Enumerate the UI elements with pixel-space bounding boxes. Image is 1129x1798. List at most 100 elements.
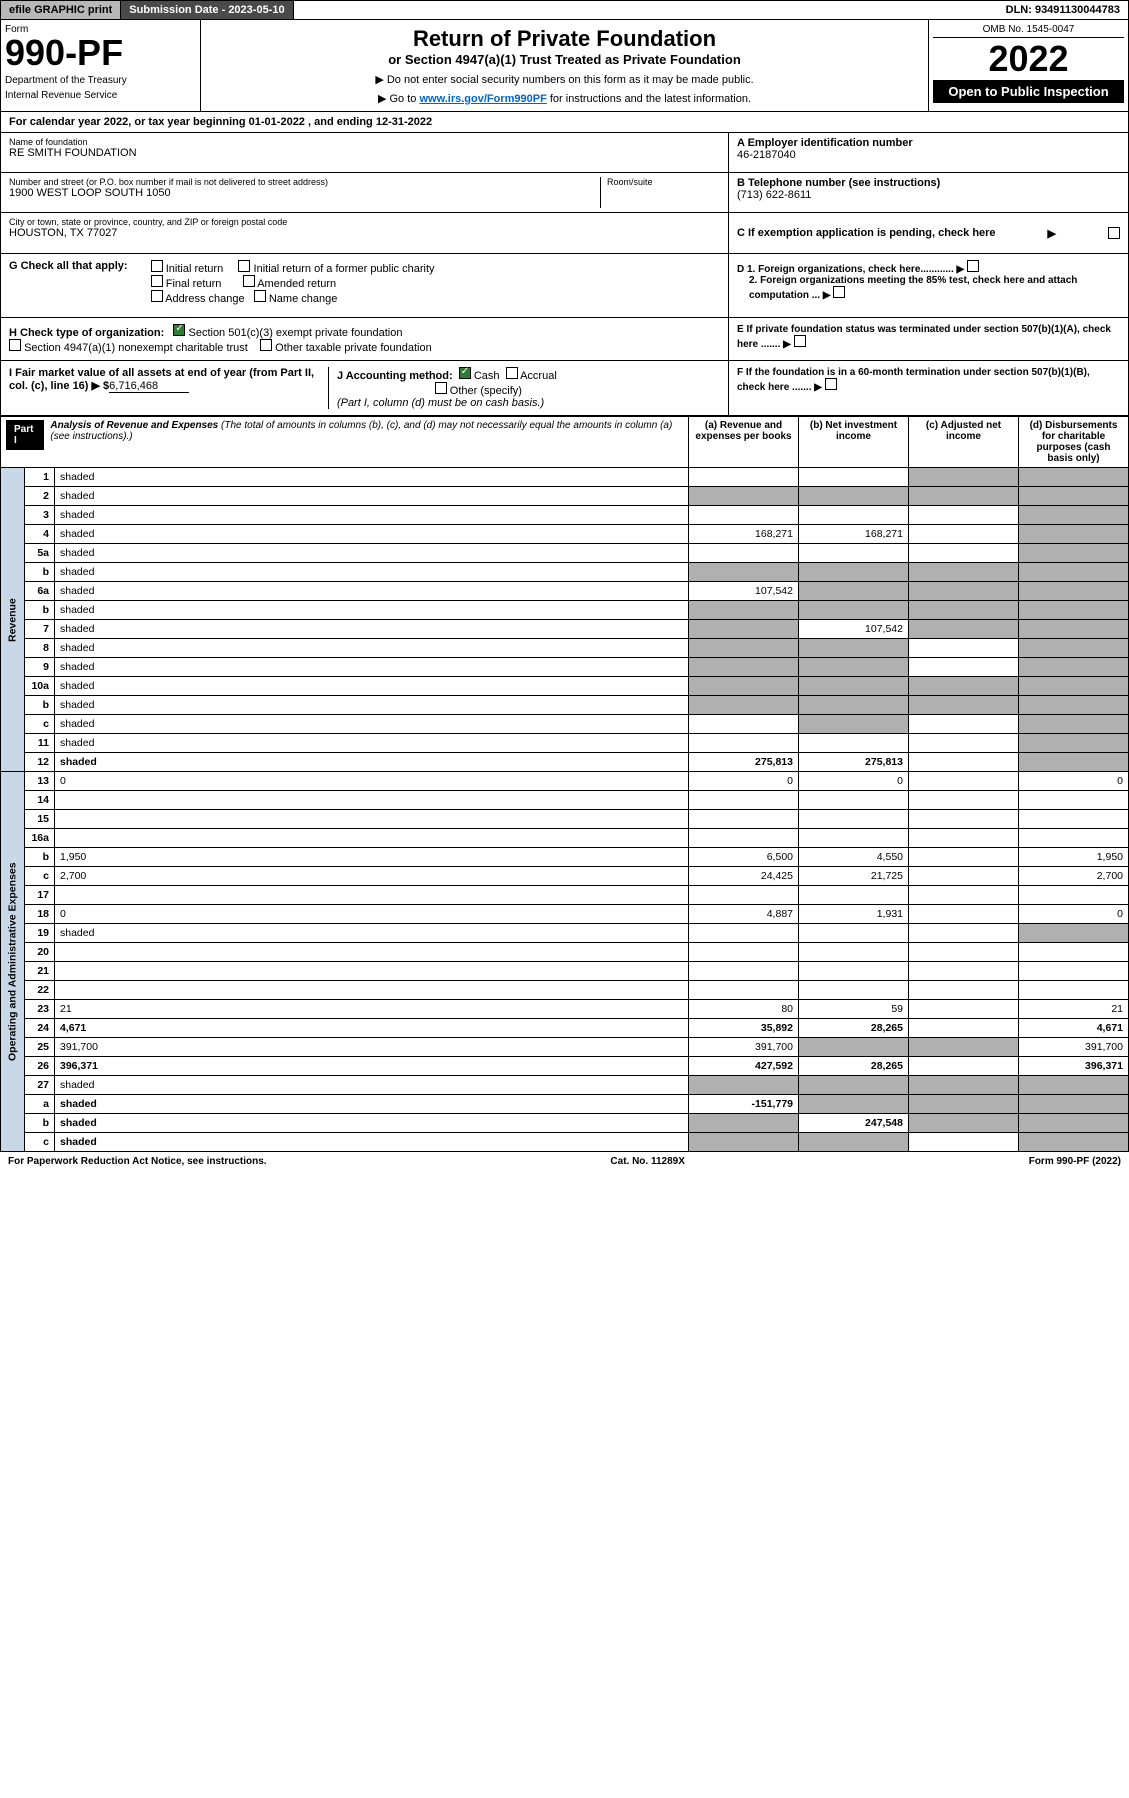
line-description: shaded xyxy=(55,1114,689,1133)
table-row: 20 xyxy=(1,943,1129,962)
value-cell-col-b xyxy=(799,810,909,829)
value-cell-col-d xyxy=(1019,658,1129,677)
omb-number: OMB No. 1545-0047 xyxy=(933,24,1124,38)
value-cell-col-d xyxy=(1019,791,1129,810)
foundation-city: HOUSTON, TX 77027 xyxy=(9,227,720,239)
table-row: 16a xyxy=(1,829,1129,848)
j-label: J Accounting method: xyxy=(337,370,453,382)
d1-checkbox[interactable] xyxy=(967,260,979,272)
line-description: shaded xyxy=(55,582,689,601)
value-cell-col-c xyxy=(909,1019,1019,1038)
line-description: shaded xyxy=(55,1133,689,1152)
tax-year: 2022 xyxy=(933,38,1124,80)
dept-treasury: Department of the Treasury xyxy=(5,75,196,86)
value-cell-col-d xyxy=(1019,1114,1129,1133)
value-cell-col-a xyxy=(689,544,799,563)
irs-link[interactable]: www.irs.gov/Form990PF xyxy=(419,93,546,105)
value-cell-col-a xyxy=(689,506,799,525)
address-checkbox[interactable] xyxy=(151,290,163,302)
line-number: 23 xyxy=(25,1000,55,1019)
value-cell-col-c xyxy=(909,1133,1019,1152)
col-a-header: (a) Revenue and expenses per books xyxy=(689,417,799,468)
value-cell-col-a: 6,500 xyxy=(689,848,799,867)
value-cell-col-c xyxy=(909,829,1019,848)
value-cell-col-c xyxy=(909,1076,1019,1095)
table-row: Revenue1shaded xyxy=(1,468,1129,487)
value-cell-col-d xyxy=(1019,962,1129,981)
line-number: 12 xyxy=(25,753,55,772)
form-subtitle: or Section 4947(a)(1) Trust Treated as P… xyxy=(207,52,922,67)
value-cell-col-b: 28,265 xyxy=(799,1019,909,1038)
line-number: 17 xyxy=(25,886,55,905)
line-description: shaded xyxy=(55,696,689,715)
value-cell-col-a xyxy=(689,962,799,981)
line-number: b xyxy=(25,1114,55,1133)
ein-label: A Employer identification number xyxy=(737,137,1120,149)
value-cell-col-b xyxy=(799,468,909,487)
f-checkbox[interactable] xyxy=(825,378,837,390)
value-cell-col-b: 1,931 xyxy=(799,905,909,924)
value-cell-col-d xyxy=(1019,601,1129,620)
name-label: Name of foundation xyxy=(9,137,720,147)
table-row: 25391,700391,700391,700 xyxy=(1,1038,1129,1057)
room-label: Room/suite xyxy=(607,177,720,187)
line-number: 20 xyxy=(25,943,55,962)
value-cell-col-d xyxy=(1019,620,1129,639)
footer-right: Form 990-PF (2022) xyxy=(1029,1156,1121,1167)
form-number: 990-PF xyxy=(5,35,196,71)
line-number: 21 xyxy=(25,962,55,981)
line-description xyxy=(55,810,689,829)
value-cell-col-c xyxy=(909,544,1019,563)
value-cell-col-a xyxy=(689,1133,799,1152)
initial-checkbox[interactable] xyxy=(151,260,163,272)
h-501c3-checkbox[interactable] xyxy=(173,324,185,336)
value-cell-col-d xyxy=(1019,829,1129,848)
efile-label: efile GRAPHIC print xyxy=(1,1,121,19)
value-cell-col-d: 4,671 xyxy=(1019,1019,1129,1038)
name-change-checkbox[interactable] xyxy=(254,290,266,302)
value-cell-col-c xyxy=(909,525,1019,544)
line-number: c xyxy=(25,1133,55,1152)
amended-checkbox[interactable] xyxy=(243,275,255,287)
value-cell-col-b: 107,542 xyxy=(799,620,909,639)
section-h-e: H Check type of organization: Section 50… xyxy=(0,318,1129,361)
line-description: shaded xyxy=(55,468,689,487)
table-row: cshaded xyxy=(1,1133,1129,1152)
col-c-header: (c) Adjusted net income xyxy=(909,417,1019,468)
h-other-checkbox[interactable] xyxy=(260,339,272,351)
value-cell-col-c xyxy=(909,696,1019,715)
line-number: 10a xyxy=(25,677,55,696)
value-cell-col-c xyxy=(909,1114,1019,1133)
value-cell-col-b xyxy=(799,1095,909,1114)
line-description: shaded xyxy=(55,563,689,582)
value-cell-col-c xyxy=(909,582,1019,601)
j-other-checkbox[interactable] xyxy=(435,382,447,394)
value-cell-col-a xyxy=(689,601,799,620)
value-cell-col-d xyxy=(1019,563,1129,582)
j-cash-checkbox[interactable] xyxy=(459,367,471,379)
h-4947-checkbox[interactable] xyxy=(9,339,21,351)
value-cell-col-d xyxy=(1019,943,1129,962)
value-cell-col-d xyxy=(1019,715,1129,734)
line-description: shaded xyxy=(55,487,689,506)
value-cell-col-c xyxy=(909,886,1019,905)
line-description: 21 xyxy=(55,1000,689,1019)
footer-mid: Cat. No. 11289X xyxy=(610,1156,684,1167)
addr-label: Number and street (or P.O. box number if… xyxy=(9,177,600,187)
value-cell-col-b xyxy=(799,1133,909,1152)
value-cell-col-a xyxy=(689,791,799,810)
line-description: shaded xyxy=(55,544,689,563)
c-checkbox[interactable] xyxy=(1108,227,1120,239)
line-number: b xyxy=(25,563,55,582)
line-number: 8 xyxy=(25,639,55,658)
value-cell-col-d: 0 xyxy=(1019,772,1129,791)
d2-checkbox[interactable] xyxy=(833,286,845,298)
value-cell-col-b: 28,265 xyxy=(799,1057,909,1076)
e-checkbox[interactable] xyxy=(794,335,806,347)
value-cell-col-c xyxy=(909,734,1019,753)
initial-former-checkbox[interactable] xyxy=(238,260,250,272)
j-accrual-checkbox[interactable] xyxy=(506,367,518,379)
line-number: 16a xyxy=(25,829,55,848)
final-checkbox[interactable] xyxy=(151,275,163,287)
value-cell-col-b xyxy=(799,506,909,525)
